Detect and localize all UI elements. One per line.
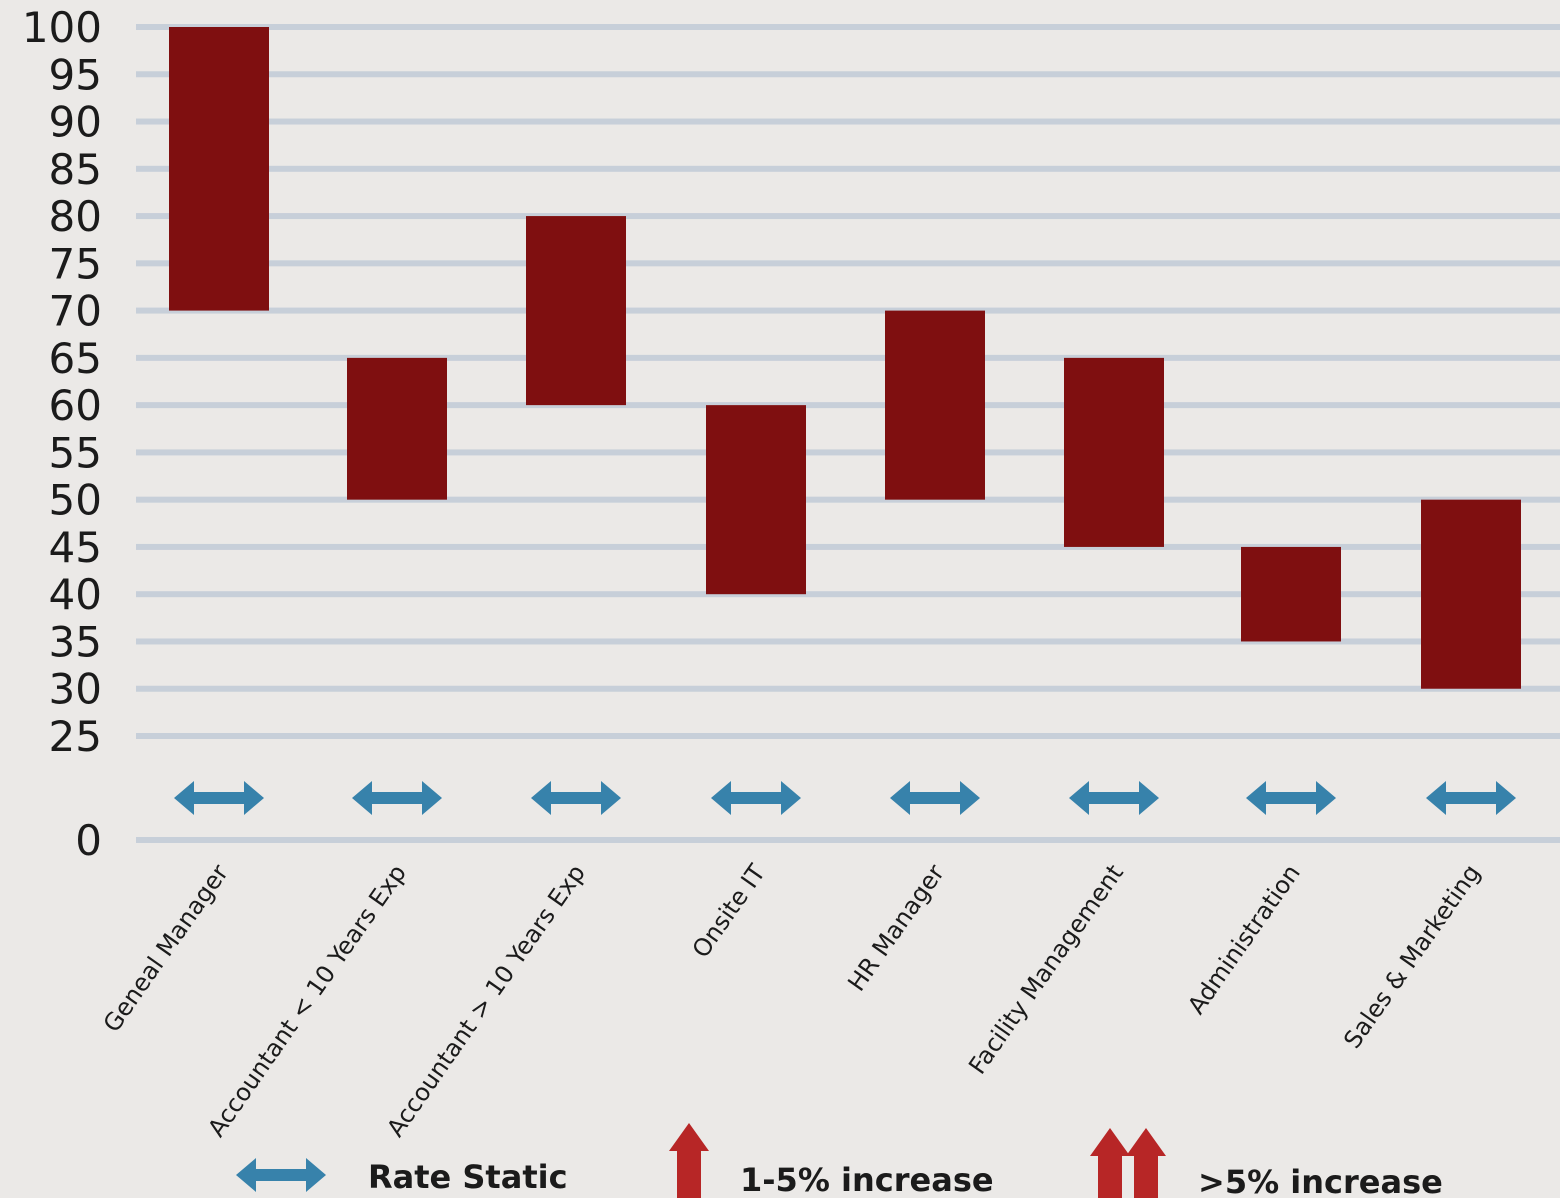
static-arrow-icon <box>531 781 621 815</box>
y-tick-label: 40 <box>49 570 102 619</box>
grid-line-35 <box>136 638 1560 645</box>
legend: Rate Static 1-5% increase >5% increase <box>236 1123 1443 1198</box>
range-bar <box>706 405 806 595</box>
trend-arrows <box>174 781 1516 815</box>
y-tick-label: 55 <box>49 428 102 477</box>
range-bar <box>169 27 269 311</box>
y-tick-label: 50 <box>49 476 102 525</box>
grid-line-25 <box>136 733 1560 739</box>
y-tick-label: 35 <box>49 617 102 666</box>
grid-line-55 <box>136 449 1560 456</box>
y-tick-label: 45 <box>49 523 102 572</box>
grid-line-30 <box>136 685 1560 692</box>
y-tick-label: 100 <box>22 3 102 52</box>
increase-arrow-icon <box>669 1123 709 1198</box>
grid-line-90 <box>136 118 1560 125</box>
grid-line-100 <box>136 24 1560 30</box>
static-arrow-icon <box>1426 781 1516 815</box>
y-tick-label: 90 <box>49 98 102 147</box>
static-arrow-icon <box>352 781 442 815</box>
range-bar <box>885 310 985 500</box>
category-label: Onsite IT <box>687 859 771 963</box>
legend-label: Rate Static <box>368 1158 568 1196</box>
range-bar <box>526 216 626 406</box>
grid-line-75 <box>136 260 1560 267</box>
range-bar <box>1241 546 1341 642</box>
static-arrow-icon <box>1069 781 1159 815</box>
y-tick-label: 30 <box>49 665 102 714</box>
range-bar <box>1064 357 1164 547</box>
grid-lines <box>136 24 1560 843</box>
y-tick-label: 85 <box>49 145 102 194</box>
rate-static-arrow-icon <box>236 1158 326 1192</box>
double-increase-arrow-icon <box>1090 1128 1130 1198</box>
grid-line-45 <box>136 543 1560 550</box>
y-tick-label: 25 <box>49 712 102 761</box>
static-arrow-icon <box>174 781 264 815</box>
static-arrow-icon <box>1246 781 1336 815</box>
y-tick-label: 95 <box>49 50 102 99</box>
range-bar <box>1421 499 1521 689</box>
grid-line-60 <box>136 402 1560 409</box>
range-bars <box>169 27 1521 689</box>
y-tick-label: 65 <box>49 334 102 383</box>
y-tick-label: 60 <box>49 381 102 430</box>
grid-line-40 <box>136 591 1560 598</box>
legend-label: 1-5% increase <box>740 1161 994 1198</box>
grid-line-70 <box>136 307 1560 314</box>
y-tick-label: 70 <box>49 287 102 336</box>
category-label: Facility Management <box>963 859 1129 1079</box>
category-label: Administration <box>1182 859 1306 1019</box>
y-tick-label: 0 <box>75 816 102 865</box>
grid-line-95 <box>136 71 1560 78</box>
category-label: Sales & Marketing <box>1338 859 1486 1053</box>
range-bar <box>347 357 447 500</box>
category-label: HR Manager <box>842 859 950 996</box>
static-arrow-icon <box>890 781 980 815</box>
double-increase-arrow-icon <box>1126 1128 1166 1198</box>
grid-line-85 <box>136 165 1560 172</box>
category-label: Geneal Manager <box>98 859 234 1037</box>
grid-line-65 <box>136 354 1560 361</box>
category-label: Accountant > 10 Years Exp <box>381 859 591 1142</box>
grid-line-80 <box>136 213 1560 220</box>
static-arrow-icon <box>711 781 801 815</box>
grid-line-50 <box>136 496 1560 503</box>
grid-line-0 <box>136 837 1560 843</box>
category-label: Accountant < 10 Years Exp <box>202 859 412 1142</box>
legend-label: >5% increase <box>1198 1163 1443 1198</box>
y-tick-label: 75 <box>49 239 102 288</box>
y-tick-label: 80 <box>49 192 102 241</box>
